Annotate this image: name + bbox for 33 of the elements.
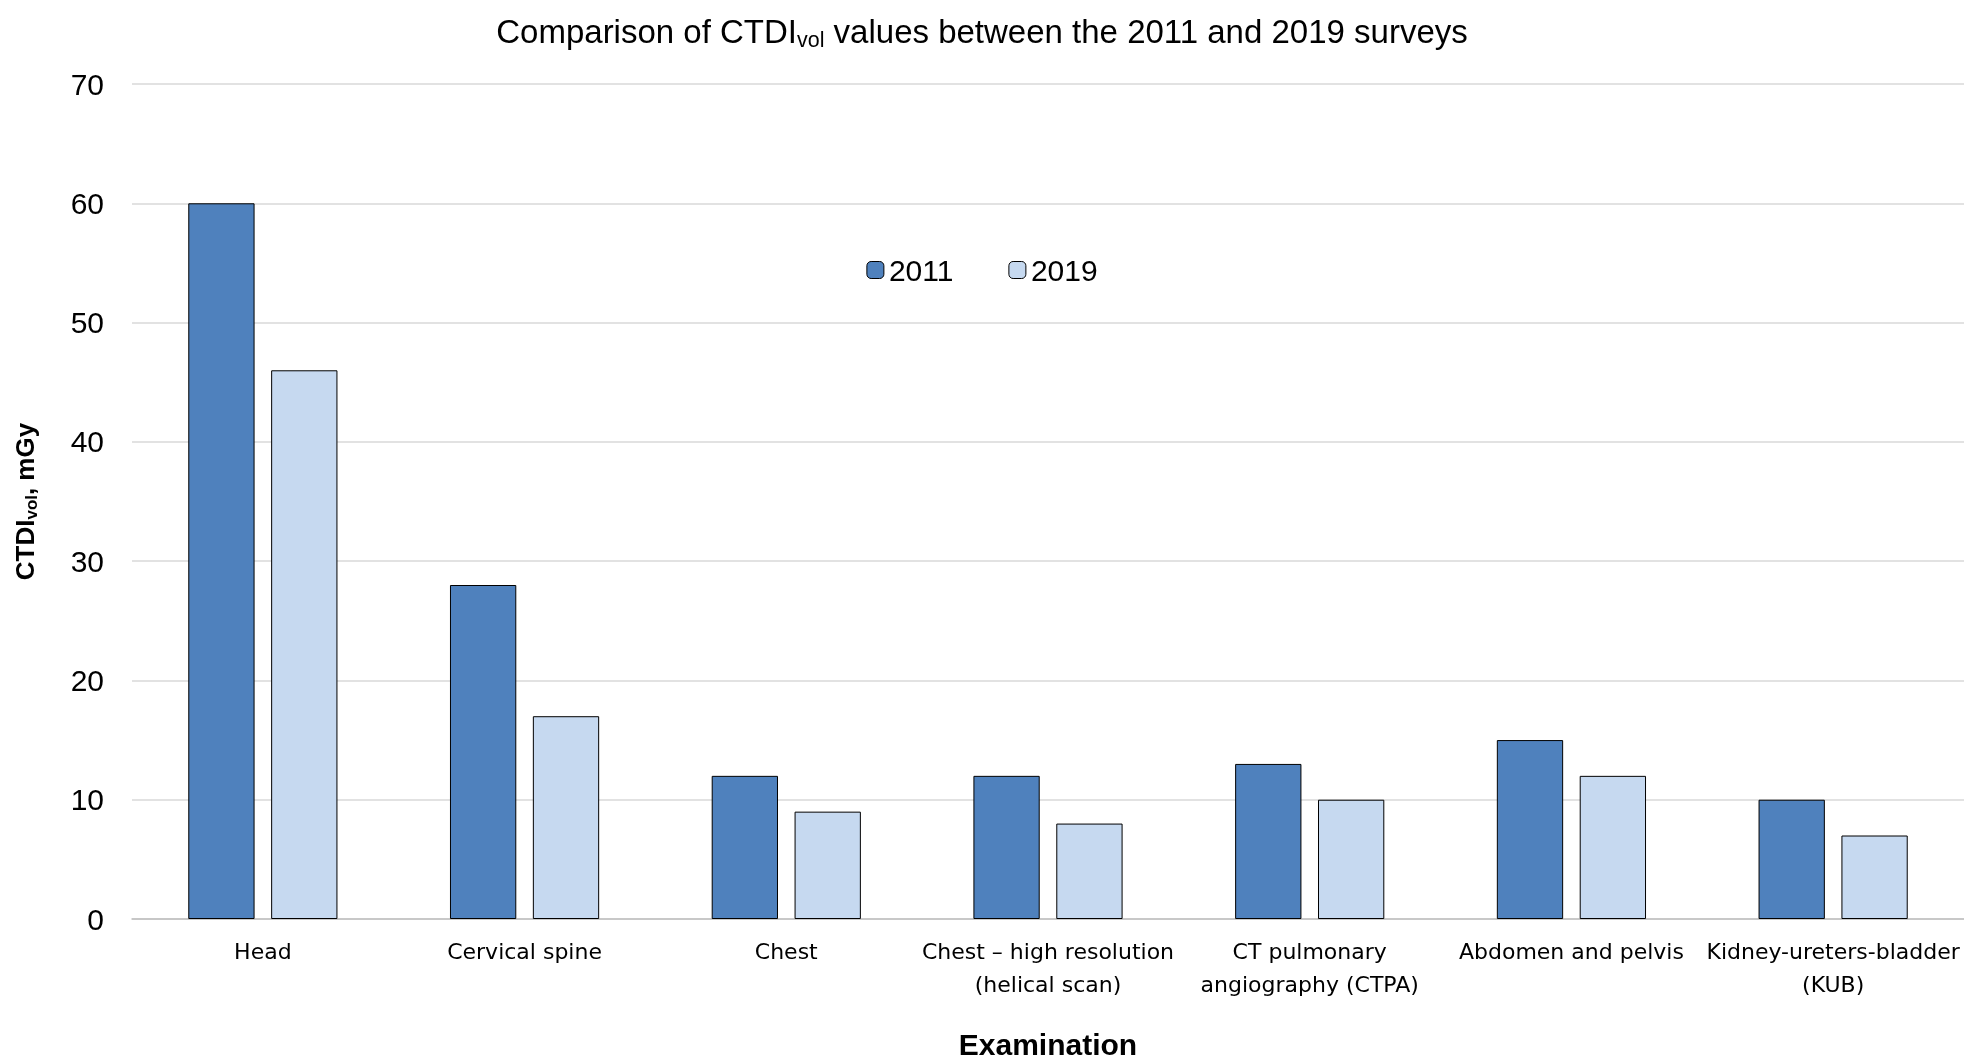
bar <box>711 775 778 919</box>
bar <box>532 716 600 919</box>
bar <box>973 775 1040 919</box>
bar <box>1496 740 1564 919</box>
bar <box>1056 823 1123 919</box>
y-tick-label: 40 <box>70 425 104 459</box>
bar <box>1758 799 1825 919</box>
x-tick-label: Head <box>234 939 292 964</box>
bar <box>449 585 517 919</box>
y-tick-label: 50 <box>70 306 104 340</box>
bar <box>1318 799 1385 919</box>
x-tick-label: Chest – high resolution (helical scan) <box>921 939 1175 997</box>
bar <box>1235 763 1302 919</box>
bar <box>271 370 338 919</box>
y-tick-label: 60 <box>70 186 104 220</box>
bar <box>1841 835 1908 919</box>
x-tick-label: Chest <box>754 939 819 964</box>
y-axis-title: CTDIvol, mGy <box>10 422 41 581</box>
x-tick-label: Kidney-ureters-bladder (KUB) <box>1706 939 1961 997</box>
x-tick-label: Abdomen and pelvis <box>1458 939 1684 964</box>
y-tick-label: 0 <box>87 902 104 936</box>
x-axis-title: Examination <box>958 1027 1138 1061</box>
y-tick-label: 70 <box>70 67 104 101</box>
legend-label: 2019 <box>1030 253 1098 287</box>
legend-label: 2011 <box>888 253 954 287</box>
x-tick-label: Cervical spine <box>447 939 602 964</box>
x-tick-label: CT pulmonary angiography (CTPA) <box>1200 939 1419 997</box>
bar <box>1579 775 1647 919</box>
y-tick-label: 30 <box>70 544 104 578</box>
bar <box>794 811 861 919</box>
bar <box>188 203 255 919</box>
y-tick-label: 10 <box>70 783 104 817</box>
y-tick-label: 20 <box>70 663 104 697</box>
